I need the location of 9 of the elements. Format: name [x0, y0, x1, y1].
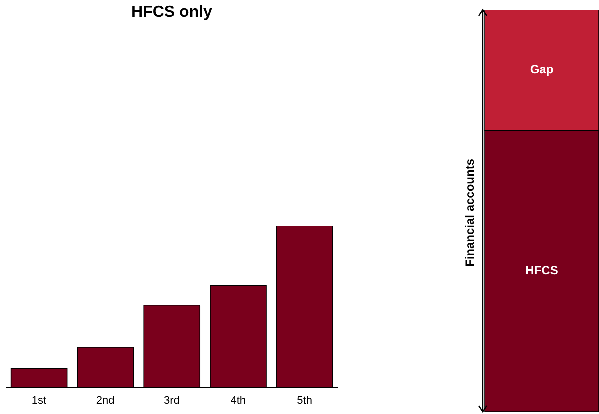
y-axis-title: Financial accounts [463, 158, 478, 268]
x-tick-label: 2nd [96, 394, 115, 407]
x-tick-label: 5th [297, 394, 312, 407]
x-tick-label: 4th [230, 394, 246, 407]
series-label: HFCS [526, 263, 558, 278]
series-label: Gap [530, 62, 554, 76]
chart-title: HFCS only [130, 4, 214, 22]
x-tick-label: 3rd [164, 394, 180, 407]
x-tick-label: 1st [32, 394, 47, 407]
